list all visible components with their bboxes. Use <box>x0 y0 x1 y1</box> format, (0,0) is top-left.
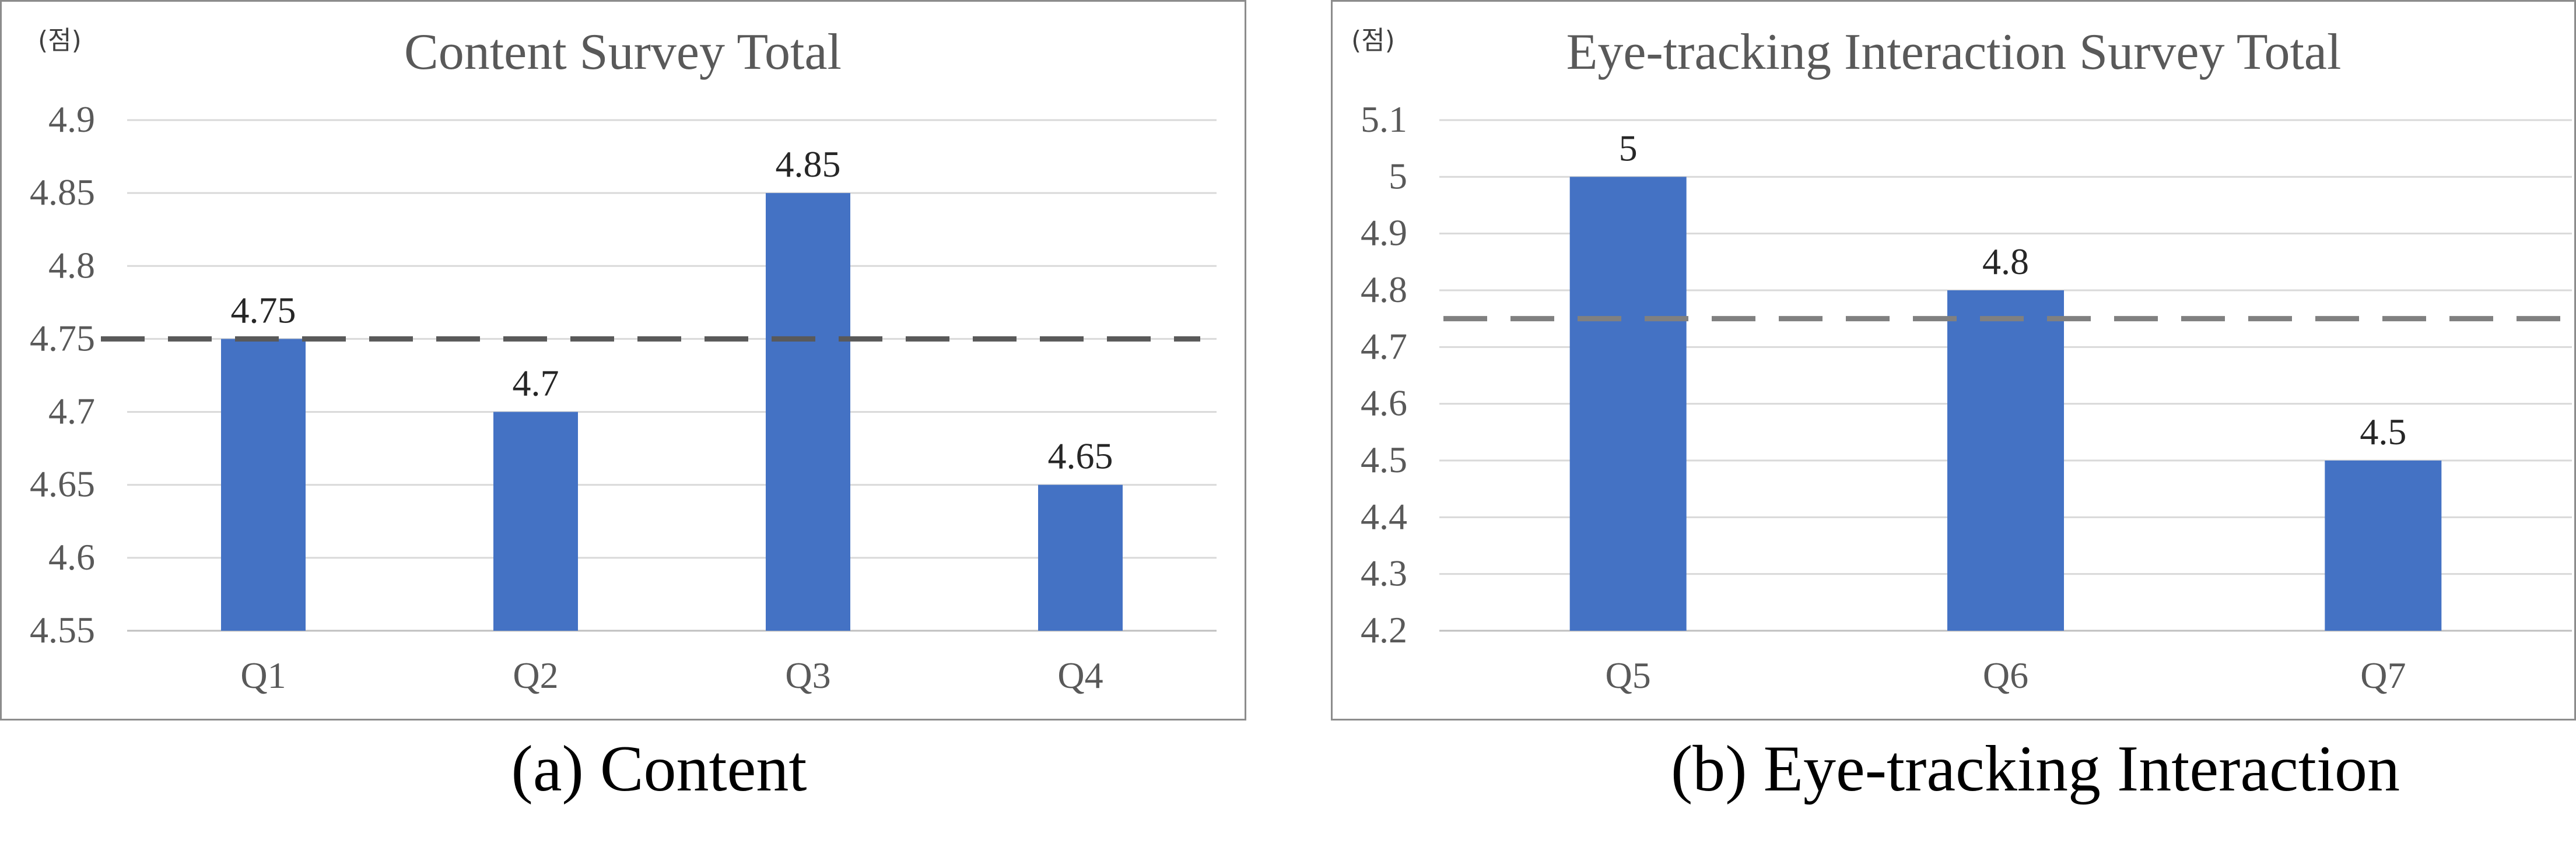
data-label: 5 <box>1619 127 1638 168</box>
data-label: 4.5 <box>2360 411 2406 452</box>
bar-q5 <box>1569 177 1687 631</box>
x-tick-label: Q4 <box>1057 655 1103 696</box>
y-tick-label: 4.7 <box>48 391 95 432</box>
y-tick-label: 4.6 <box>48 536 95 578</box>
bar-q1 <box>221 339 306 631</box>
y-tick-label: 4.9 <box>48 99 95 140</box>
bar-q3 <box>766 193 850 631</box>
data-label: 4.85 <box>776 143 841 185</box>
chart-panel-eye-tracking: (점) Eye-tracking Interaction Survey Tota… <box>1331 0 2576 721</box>
caption-b: (b) Eye-tracking Interaction <box>1670 733 2400 805</box>
chart-plot: 4.55 4.6 4.65 4.7 4.75 4.8 4.85 4.9 4.75 Q1 4.7 Q2 4… <box>30 99 1217 696</box>
y-tick-label: 4.2 <box>1361 609 1407 651</box>
data-label: 4.75 <box>231 289 296 331</box>
data-label: 4.8 <box>1982 241 2029 282</box>
y-tick-label: 4.3 <box>1361 553 1407 594</box>
chart-title: Content Survey Total <box>404 24 842 80</box>
caption-a: (a) Content <box>511 733 807 805</box>
x-tick-label: Q1 <box>240 655 286 696</box>
bar-q6 <box>1947 290 2064 631</box>
y-tick-label: 4.65 <box>30 463 95 505</box>
y-unit-label: (점) <box>1351 26 1395 55</box>
y-tick-label: 4.8 <box>1361 269 1407 310</box>
chart-title: Eye-tracking Interaction Survey Total <box>1566 24 2342 80</box>
x-tick-label: Q7 <box>2360 655 2406 696</box>
y-tick-label: 4.8 <box>48 244 95 286</box>
y-tick-label: 4.7 <box>1361 325 1407 367</box>
y-tick-label: 4.55 <box>30 609 95 651</box>
data-label: 4.65 <box>1048 435 1113 477</box>
chart-plot: 4.2 4.3 4.4 4.5 4.6 4.7 4.8 4.9 5 5.1 5 Q5 4.8 Q6 4.5 Q… <box>1361 99 2572 696</box>
x-tick-label: Q6 <box>1983 655 2028 696</box>
y-tick-label: 4.5 <box>1361 439 1407 480</box>
bar-q7 <box>2325 461 2442 631</box>
bar-q4 <box>1038 484 1123 631</box>
bar-q2 <box>493 412 578 631</box>
y-unit-label: (점) <box>38 26 82 55</box>
x-tick-label: Q3 <box>785 655 830 696</box>
y-tick-label: 4.4 <box>1361 495 1407 537</box>
x-tick-label: Q2 <box>513 655 558 696</box>
y-tick-label: 4.9 <box>1361 212 1407 254</box>
y-tick-label: 4.6 <box>1361 382 1407 424</box>
y-tick-label: 4.85 <box>30 171 95 213</box>
y-tick-label: 5 <box>1389 155 1407 196</box>
data-label: 4.7 <box>513 363 559 404</box>
chart-panel-content: (점) Content Survey Total 4.55 4.6 4.65 4.7 4… <box>0 0 1246 721</box>
x-tick-label: Q5 <box>1606 655 1651 696</box>
y-tick-label: 4.75 <box>30 317 95 359</box>
y-tick-label: 5.1 <box>1361 99 1407 140</box>
